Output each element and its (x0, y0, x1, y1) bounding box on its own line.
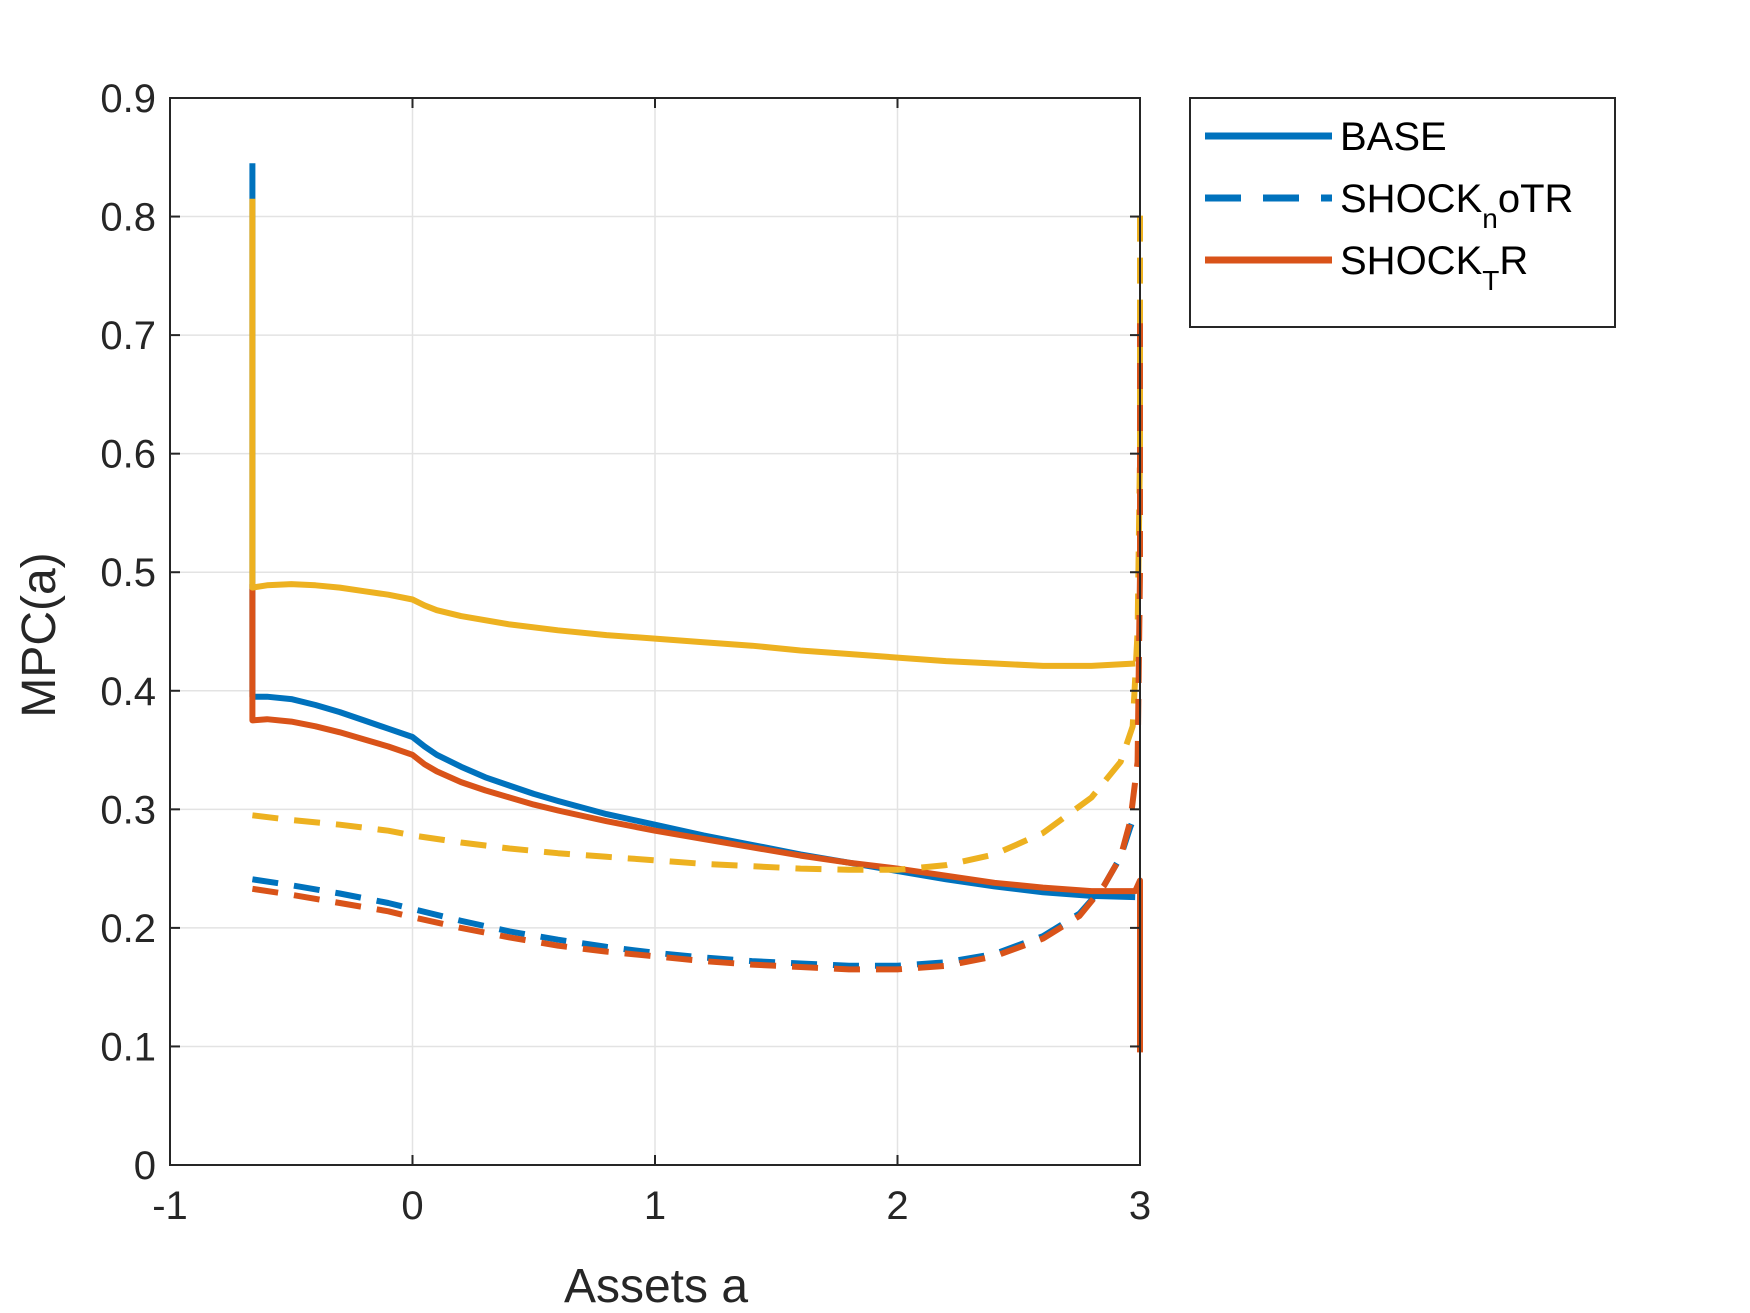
y-tick-label-0: 0 (134, 1144, 156, 1188)
y-tick-label-5: 0.5 (100, 551, 156, 595)
series-line-3 (252, 204, 1143, 873)
y-tick-label-1: 0.1 (100, 1025, 156, 1069)
x-tick-label-1: 0 (401, 1184, 423, 1228)
axes (169, 97, 1141, 1166)
y-tick-label-9: 0.9 (100, 77, 156, 121)
y-tick-label-2: 0.2 (100, 907, 156, 951)
legend-label-1: SHOCKnoTR (1340, 177, 1573, 234)
y-tick-label-4: 0.4 (100, 670, 156, 714)
y-tick-label-6: 0.6 (100, 433, 156, 477)
series-layer (249, 163, 1143, 1053)
y-tick-label-8: 0.8 (100, 196, 156, 240)
x-tick-label-3: 2 (886, 1184, 908, 1228)
x-axis-title: Assets a (564, 1260, 748, 1313)
x-tick-label-0: -1 (152, 1184, 188, 1228)
x-tick-label-4: 3 (1129, 1184, 1151, 1228)
series-line-1 (249, 584, 1143, 1053)
series-line-2 (249, 198, 1136, 669)
x-tick-label-2: 1 (644, 1184, 666, 1228)
tick-labels: -1 0 1 2 300.10.20.30.40.50.60.70.80.9 (100, 77, 1151, 1228)
series-line-5 (251, 323, 1143, 973)
y-axis-title: MPC(a) (13, 552, 66, 717)
legend-label-2: SHOCKTR (1340, 239, 1528, 296)
y-tick-label-7: 0.7 (100, 314, 156, 358)
legend-label-0: BASE (1340, 115, 1447, 159)
grid-lines (170, 98, 1140, 1165)
y-tick-label-3: 0.3 (100, 788, 156, 832)
